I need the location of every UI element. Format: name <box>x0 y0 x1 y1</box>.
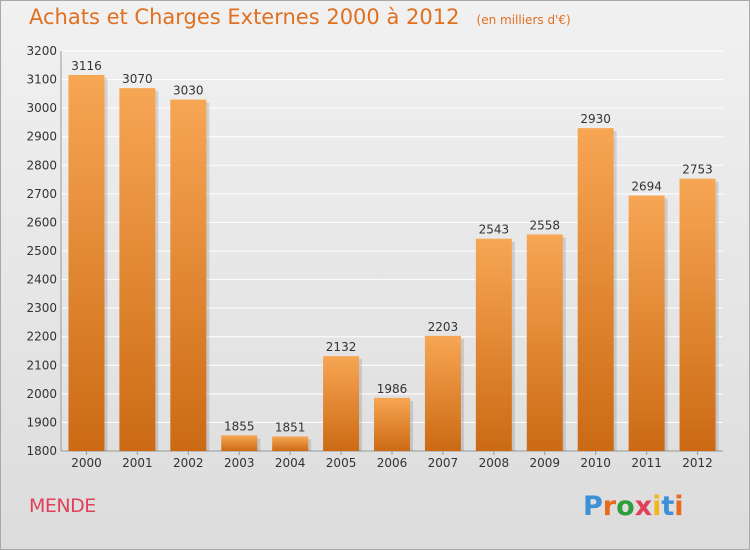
brand-logo-letter: P <box>583 491 603 522</box>
y-tick-label: 3100 <box>26 73 57 87</box>
y-tick-label: 2600 <box>26 215 57 229</box>
commune-label: MENDE <box>29 495 96 517</box>
x-tick-label: 2007 <box>428 456 459 470</box>
data-label: 2694 <box>631 180 662 194</box>
bar-layer <box>68 75 719 452</box>
bar-2012 <box>679 178 716 451</box>
bar-2009 <box>526 234 563 451</box>
y-tick-label: 1800 <box>26 444 57 458</box>
brand-logo-letter: r <box>602 491 617 522</box>
x-tick-label: 2008 <box>479 456 510 470</box>
y-tick-label: 2400 <box>26 273 57 287</box>
bar-2010 <box>577 128 614 451</box>
brand-logo-letter: i <box>652 491 662 522</box>
bar-2006 <box>374 397 410 451</box>
x-tick-label: 2012 <box>682 456 713 470</box>
y-tick-label: 2300 <box>26 301 57 315</box>
y-tick-label: 2900 <box>26 130 57 144</box>
x-tick-label: 2010 <box>580 456 611 470</box>
chart-title-line: Achats et Charges Externes 2000 à 2012 (… <box>29 5 571 29</box>
x-tick-label: 2005 <box>326 456 357 470</box>
x-tick-label: 2004 <box>275 456 306 470</box>
x-tick-label: 2003 <box>224 456 255 470</box>
bar-2005 <box>323 356 360 451</box>
axis-layer: 1800 1900 2000 2100 2200 2300 2400 2500 2600 2700… <box>26 44 723 470</box>
brand-logo-letter: x <box>634 491 653 522</box>
brand-logo-letter: t <box>661 491 675 522</box>
x-tick-label: 2011 <box>631 456 662 470</box>
data-label: 1851 <box>275 420 306 434</box>
data-label: 3070 <box>122 72 153 86</box>
data-label: 2203 <box>428 320 459 334</box>
y-tick-label: 2800 <box>26 158 57 172</box>
x-tick-label: 2000 <box>71 456 102 470</box>
bar-2007 <box>424 335 461 451</box>
x-tick-label: 2002 <box>173 456 204 470</box>
y-tick-label: 3000 <box>26 101 57 115</box>
data-label: 1855 <box>224 419 255 433</box>
data-label: 2132 <box>326 340 357 354</box>
data-label: 2930 <box>580 112 611 126</box>
bar-2011 <box>628 195 665 451</box>
y-tick-label: 2100 <box>26 358 57 372</box>
y-tick-label: 3200 <box>26 44 57 58</box>
y-tick-label: 1900 <box>26 415 57 429</box>
bar-2001 <box>119 88 156 452</box>
x-tick-label: 2006 <box>377 456 408 470</box>
y-tick-label: 2000 <box>26 387 57 401</box>
chart-unit-label: (en milliers d'€) <box>476 13 571 27</box>
x-tick-label: 2009 <box>529 456 560 470</box>
bar-2002 <box>170 99 207 452</box>
x-tick-label: 2001 <box>122 456 153 470</box>
chart-title: Achats et Charges Externes 2000 à 2012 <box>29 5 460 29</box>
y-tick-label: 2200 <box>26 330 57 344</box>
bar-2000 <box>68 75 105 451</box>
y-tick-label: 2700 <box>26 187 57 201</box>
data-label: 2543 <box>479 223 510 237</box>
bar-2004 <box>272 436 309 451</box>
data-label-layer: 3116 3070 3030 1855 1851 2132 1986 2203 2543 2558… <box>71 59 713 434</box>
bar-2008 <box>475 238 512 451</box>
data-label: 3030 <box>173 84 204 98</box>
data-label: 2558 <box>529 218 560 232</box>
brand-logo: Proxiti <box>583 491 684 522</box>
y-tick-label: 2500 <box>26 244 57 258</box>
data-label: 2753 <box>682 163 713 177</box>
data-label: 1986 <box>377 382 408 396</box>
brand-logo-letter: i <box>674 491 684 522</box>
data-label: 3116 <box>71 59 102 73</box>
bar-2003 <box>221 435 258 451</box>
brand-logo-letter: o <box>616 491 635 522</box>
